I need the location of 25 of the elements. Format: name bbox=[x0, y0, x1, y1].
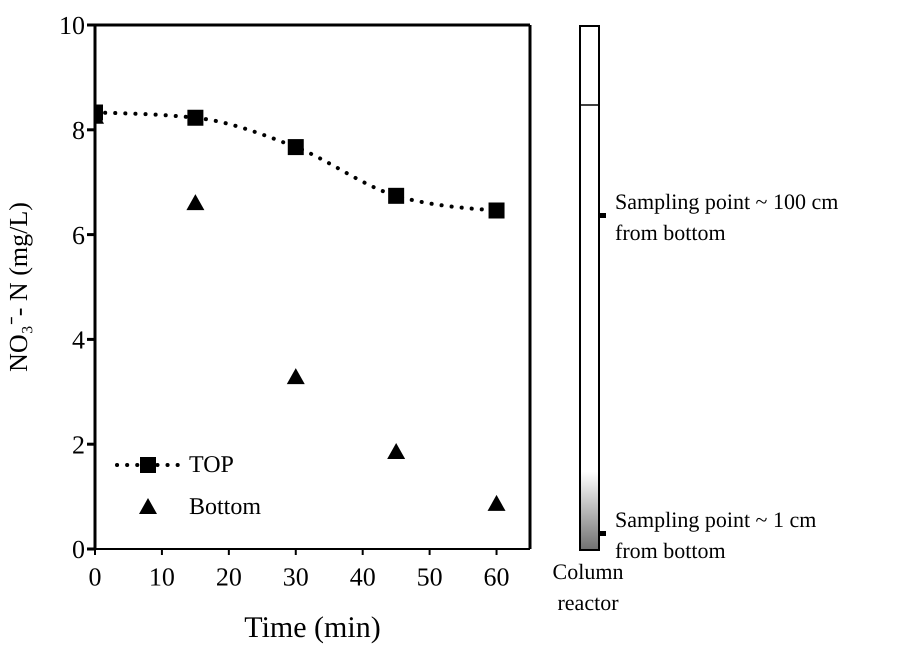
text: Sampling point ~ 100 cm from bottom bbox=[615, 188, 840, 247]
y-tick-label: 2 bbox=[72, 430, 85, 460]
point bbox=[187, 110, 204, 126]
x-tick-label: 60 bbox=[484, 562, 510, 592]
x-tick-label: 10 bbox=[148, 562, 175, 592]
y-axis-title: NO₃⁻- N (mg/L) bbox=[4, 202, 34, 372]
x-tick-label: 30 bbox=[282, 562, 309, 592]
legend-label: TOP bbox=[189, 452, 234, 478]
x-tick-label: 40 bbox=[350, 562, 376, 592]
x-tick-label: 50 bbox=[416, 562, 443, 592]
point bbox=[388, 188, 404, 204]
point bbox=[286, 368, 305, 384]
x-axis-title: Time (min) bbox=[244, 611, 381, 644]
y-tick-label: 0 bbox=[72, 535, 85, 564]
y-tick-label: 6 bbox=[72, 220, 85, 250]
x-tick-label: 20 bbox=[216, 562, 242, 592]
point bbox=[186, 194, 204, 210]
point bbox=[288, 139, 304, 156]
y-tick-label: 4 bbox=[72, 326, 85, 355]
point bbox=[488, 494, 506, 511]
legend-label: Bottom bbox=[189, 494, 262, 520]
y-tick-label: 10 bbox=[59, 11, 85, 40]
y-tick-label: 8 bbox=[72, 116, 85, 146]
point bbox=[488, 202, 505, 218]
point bbox=[387, 443, 406, 460]
